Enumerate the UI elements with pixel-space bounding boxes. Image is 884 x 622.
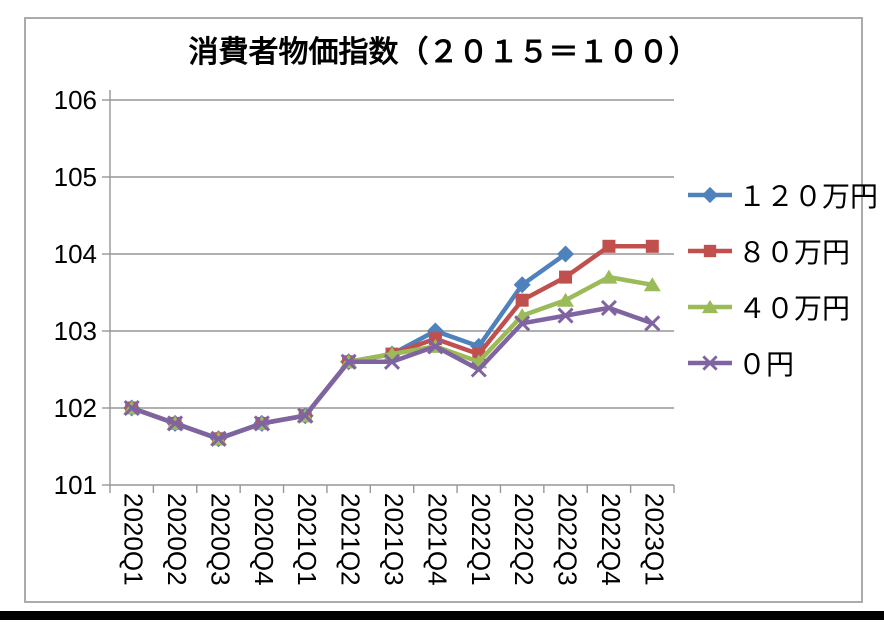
legend-label: ０円	[738, 349, 795, 380]
svg-text:102: 102	[54, 393, 97, 423]
plot-area: 101 102 103 104 105 106 2020Q1 2020Q2 2020Q3 2020…	[54, 85, 675, 586]
svg-text:2022Q1: 2022Q1	[466, 493, 496, 586]
svg-text:2020Q1: 2020Q1	[119, 493, 149, 586]
legend-label: １２０万円	[738, 181, 879, 212]
triangle-marker-icon	[688, 299, 732, 314]
svg-text:2021Q2: 2021Q2	[336, 493, 366, 586]
svg-text:2020Q4: 2020Q4	[249, 493, 279, 586]
legend-label: ８０万円	[738, 237, 851, 268]
svg-text:2022Q3: 2022Q3	[553, 493, 583, 586]
svg-text:2021Q3: 2021Q3	[379, 493, 409, 586]
svg-text:2021Q4: 2021Q4	[422, 493, 452, 586]
square-marker-icon	[688, 244, 732, 258]
legend-item-0yen: ０円	[682, 343, 878, 383]
diamond-marker-icon	[688, 186, 732, 204]
svg-text:104: 104	[54, 239, 97, 269]
legend-item-40man: ４０万円	[682, 287, 878, 327]
chart-title: 消費者物価指数（２０１５＝１００）	[188, 36, 699, 69]
svg-text:101: 101	[54, 470, 97, 500]
legend-item-80man: ８０万円	[682, 231, 878, 271]
svg-text:106: 106	[54, 85, 97, 115]
svg-text:2020Q2: 2020Q2	[162, 493, 192, 586]
legend: １２０万円 ８０万円 ４０万円 ０円	[682, 175, 878, 383]
svg-text:2022Q2: 2022Q2	[509, 493, 539, 586]
svg-text:2022Q4: 2022Q4	[596, 493, 626, 586]
svg-text:2021Q1: 2021Q1	[292, 493, 322, 586]
legend-label: ４０万円	[738, 293, 851, 324]
x-marker-icon	[688, 355, 732, 371]
legend-item-120man: １２０万円	[682, 175, 878, 215]
svg-text:105: 105	[54, 162, 97, 192]
bottom-black-bar	[0, 611, 884, 620]
svg-text:2023Q1: 2023Q1	[639, 493, 669, 586]
chart-frame: 消費者物価指数（２０１５＝１００） 101 102 103 104 105 106 2020…	[24, 17, 878, 603]
svg-text:2020Q3: 2020Q3	[205, 493, 235, 586]
svg-text:103: 103	[54, 316, 97, 346]
